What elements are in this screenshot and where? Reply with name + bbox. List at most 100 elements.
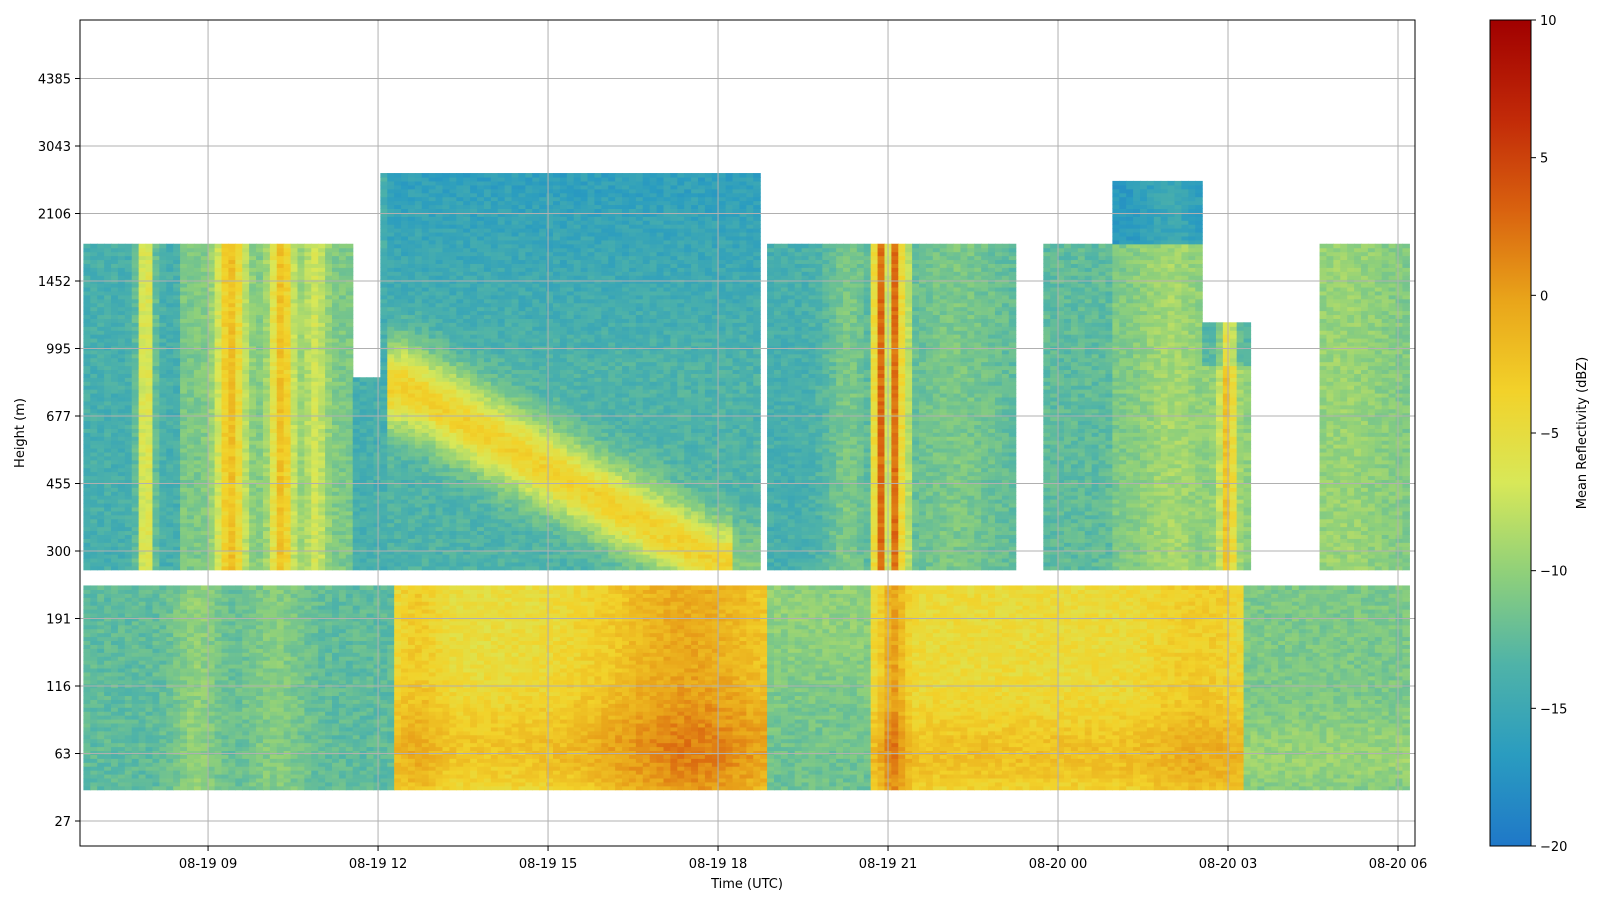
heatmap-cell (304, 330, 312, 335)
heatmap-cell (118, 503, 126, 508)
heatmap-cell (304, 362, 312, 367)
heatmap-cell (166, 385, 174, 390)
heatmap-cell (325, 252, 333, 257)
heatmap-cell (256, 318, 264, 323)
heatmap-cell (132, 369, 140, 374)
heatmap-cell (297, 695, 305, 700)
heatmap-cell (83, 621, 91, 626)
heatmap-cell (297, 275, 305, 280)
heatmap-cell (311, 275, 319, 280)
heatmap-cell (235, 621, 243, 626)
heatmap-cell (311, 397, 319, 402)
heatmap-cell (173, 640, 181, 645)
heatmap-cell (263, 475, 271, 480)
heatmap-cell (90, 609, 98, 614)
heatmap-cell (111, 267, 119, 272)
heatmap-cell (104, 440, 112, 445)
heatmap-cell (304, 593, 312, 598)
heatmap-cell (125, 597, 133, 602)
heatmap-cell (228, 444, 236, 449)
heatmap-cell (284, 562, 292, 567)
heatmap-cell (318, 401, 326, 406)
heatmap-cell (118, 601, 126, 606)
heatmap-cell (201, 719, 209, 724)
heatmap-cell (90, 495, 98, 500)
heatmap-cell (111, 369, 119, 374)
heatmap-cell (304, 401, 312, 406)
heatmap-cell (104, 633, 112, 638)
heatmap-cell (201, 774, 209, 779)
heatmap-cell (291, 766, 299, 771)
heatmap-cell (311, 338, 319, 343)
heatmap-cell (270, 373, 278, 378)
heatmap-cell (104, 664, 112, 669)
heatmap-cell (242, 385, 250, 390)
heatmap-cell (152, 707, 160, 712)
heatmap-cell (284, 707, 292, 712)
heatmap-cell (173, 307, 181, 312)
heatmap-cell (146, 330, 154, 335)
heatmap-cell (173, 350, 181, 355)
heatmap-cell (208, 629, 216, 634)
heatmap-cell (311, 366, 319, 371)
heatmap-cell (173, 715, 181, 720)
heatmap-cell (284, 267, 292, 272)
heatmap-cell (284, 530, 292, 535)
heatmap-cell (222, 656, 230, 661)
heatmap-cell (159, 542, 167, 547)
heatmap-cell (249, 495, 257, 500)
heatmap-cell (311, 534, 319, 539)
heatmap-cell (235, 472, 243, 477)
heatmap-cell (152, 440, 160, 445)
heatmap-cell (194, 369, 202, 374)
heatmap-cell (297, 519, 305, 524)
heatmap-cell (222, 334, 230, 339)
heatmap-cell (125, 660, 133, 665)
heatmap-cell (201, 428, 209, 433)
heatmap-cell (242, 369, 250, 374)
heatmap-cell (194, 786, 202, 791)
heatmap-cell (235, 727, 243, 732)
heatmap-cell (111, 703, 119, 708)
heatmap-cell (284, 303, 292, 308)
heatmap-cell (152, 377, 160, 382)
heatmap-cell (146, 597, 154, 602)
heatmap-cell (249, 519, 257, 524)
heatmap-cell (90, 758, 98, 763)
heatmap-cell (173, 444, 181, 449)
heatmap-cell (332, 523, 340, 528)
heatmap-cell (270, 483, 278, 488)
heatmap-cell (194, 766, 202, 771)
heatmap-cell (166, 672, 174, 677)
heatmap-cell (215, 283, 223, 288)
heatmap-cell (277, 393, 285, 398)
heatmap-cell (304, 283, 312, 288)
heatmap-cell (318, 546, 326, 551)
heatmap-cell (146, 350, 154, 355)
heatmap-cell (83, 405, 91, 410)
heatmap-cell (152, 743, 160, 748)
heatmap-cell (222, 605, 230, 610)
heatmap-cell (235, 542, 243, 547)
heatmap-cell (132, 452, 140, 457)
heatmap-cell (249, 409, 257, 414)
heatmap-cell (201, 393, 209, 398)
heatmap-cell (311, 252, 319, 257)
heatmap-cell (249, 342, 257, 347)
heatmap-cell (249, 385, 257, 390)
heatmap-cell (146, 248, 154, 253)
heatmap-cell (146, 601, 154, 606)
heatmap-cell (325, 322, 333, 327)
heatmap-cell (111, 613, 119, 618)
heatmap-cell (215, 444, 223, 449)
heatmap-cell (304, 648, 312, 653)
heatmap-cell (97, 259, 105, 264)
heatmap-cell (118, 530, 126, 535)
heatmap-cell (332, 342, 340, 347)
heatmap-cell (146, 381, 154, 386)
heatmap-cell (222, 719, 230, 724)
heatmap-cell (208, 542, 216, 547)
heatmap-cell (118, 695, 126, 700)
heatmap-cell (318, 699, 326, 704)
heatmap-cell (201, 562, 209, 567)
